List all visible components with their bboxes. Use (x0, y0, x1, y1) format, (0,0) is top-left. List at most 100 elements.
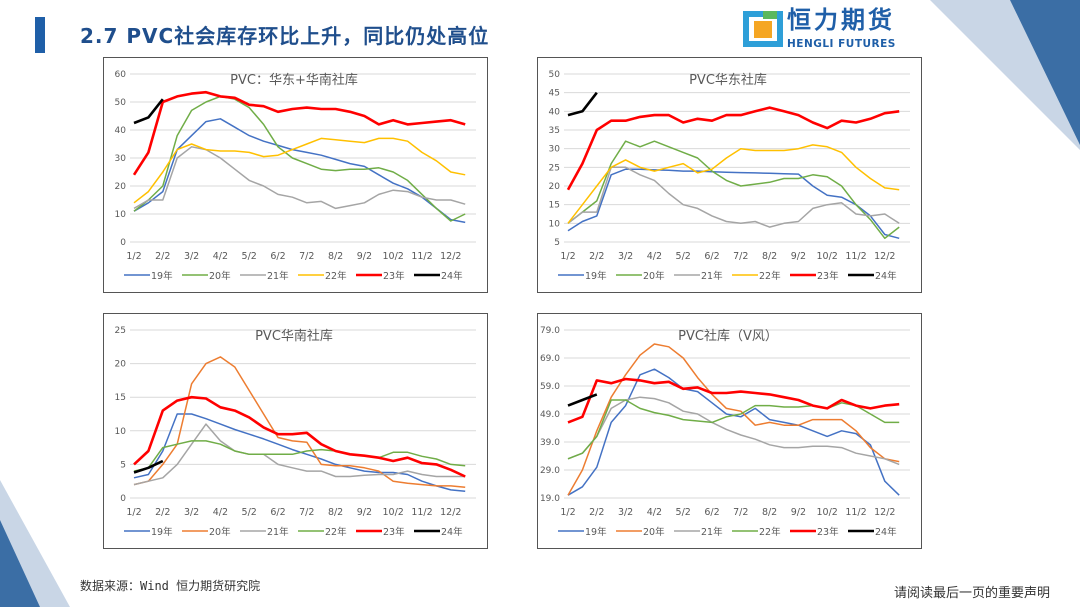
x-tick-label: 6/2 (704, 251, 719, 262)
x-tick-label: 2/2 (589, 251, 604, 262)
legend-label: 20年 (209, 526, 231, 538)
legend-label: 21年 (267, 526, 289, 538)
y-tick-label: 50 (115, 98, 127, 108)
y-tick-label: 30 (549, 145, 561, 155)
x-tick-label: 2/2 (155, 507, 170, 518)
y-tick-label: 59.0 (540, 382, 560, 392)
chart-svg: 19.0 29.0 39.0 49.0 59.0 69.0 79.0 1/2 2/2 3/2 4/2… (540, 326, 910, 538)
x-tick-label: 9/2 (357, 507, 372, 518)
x-tick-label: 5/2 (676, 251, 691, 262)
legend-label: 19年 (151, 270, 173, 282)
logo-text-en: HENGLI FUTURES (787, 38, 896, 50)
x-tick-label: 3/2 (184, 251, 199, 262)
x-tick-label: 12/2 (874, 251, 895, 262)
x-tick-label: 7/2 (733, 507, 748, 518)
y-tick-label: 30 (115, 154, 127, 164)
legend-label: 23年 (817, 526, 839, 538)
series-line-24年 (133, 98, 164, 125)
chart-svg: 0 10 20 30 40 50 60 1/2 2/2 3/2 4/2 5/2 6/2 7/2 8/2 9/2… (115, 70, 476, 282)
y-tick-label: 40 (549, 107, 561, 117)
x-tick-label: 1/2 (560, 507, 575, 518)
x-tick-label: 5/2 (676, 507, 691, 518)
series-line-20年 (567, 343, 900, 496)
series-line-22年 (567, 399, 900, 460)
legend-label: 23年 (383, 526, 405, 538)
series-line-22年 (567, 144, 900, 224)
x-tick-label: 10/2 (817, 507, 838, 518)
x-tick-label: 8/2 (762, 507, 777, 518)
series-line-22年 (133, 137, 466, 204)
x-tick-label: 6/2 (270, 507, 285, 518)
series-line-21年 (133, 423, 466, 486)
x-tick-label: 1/2 (126, 507, 141, 518)
logo-text-cn: 恒力期货 (787, 6, 895, 34)
legend-label: 20年 (209, 270, 231, 282)
x-tick-label: 3/2 (618, 507, 633, 518)
series-line-20年 (567, 140, 900, 240)
y-tick-label: 20 (115, 360, 127, 370)
y-tick-label: 25 (549, 163, 560, 173)
x-tick-label: 4/2 (647, 507, 662, 518)
series-line-24年 (567, 91, 598, 117)
chart-vfeng-inventory: 19.0 29.0 39.0 49.0 59.0 69.0 79.0 1/2 2/2 3/2 4/2… (537, 313, 922, 549)
legend-label: 20年 (643, 526, 665, 538)
x-tick-label: 10/2 (383, 251, 404, 262)
series-line-23年 (566, 106, 900, 191)
y-tick-label: 35 (549, 126, 560, 136)
x-tick-label: 8/2 (328, 251, 343, 262)
x-tick-label: 1/2 (560, 251, 575, 262)
y-tick-label: 15 (115, 393, 126, 403)
legend-label: 19年 (585, 270, 607, 282)
y-tick-label: 40 (115, 126, 127, 136)
page-title: 2.7 PVC社会库存环比上升，同比仍处高位 (80, 24, 490, 48)
x-tick-label: 6/2 (270, 251, 285, 262)
series-line-23年 (132, 90, 466, 176)
x-tick-label: 5/2 (242, 251, 257, 262)
series-line-20年 (133, 356, 466, 488)
y-tick-label: 69.0 (540, 354, 560, 364)
x-tick-label: 9/2 (791, 251, 806, 262)
legend-label: 21年 (267, 270, 289, 282)
series-line-24年 (567, 393, 598, 407)
x-tick-label: 7/2 (733, 251, 748, 262)
y-tick-label: 0 (120, 238, 126, 248)
y-tick-label: 39.0 (540, 438, 560, 448)
series-line-24年 (133, 459, 164, 474)
chart-east-inventory: 5 10 15 20 25 30 35 40 45 50 1/2 2/2 3/2 4/2 5/2 6/2 7/2… (537, 57, 922, 293)
chart-south-inventory: 0 5 10 15 20 25 1/2 2/2 3/2 4/2 5/2 6/2 7/2 8/2 9/2 10/… (103, 313, 488, 549)
chart-svg: 0 5 10 15 20 25 1/2 2/2 3/2 4/2 5/2 6/2 7/2 8/2 9/2 10/… (115, 326, 476, 538)
legend-label: 22年 (759, 270, 781, 282)
x-tick-label: 12/2 (874, 507, 895, 518)
y-tick-label: 5 (120, 460, 126, 470)
x-tick-label: 9/2 (357, 251, 372, 262)
chart-title: PVC华东社库 (689, 72, 767, 88)
x-tick-label: 10/2 (383, 507, 404, 518)
data-source: 数据来源：Wind 恒力期货研究院 (80, 579, 261, 593)
y-tick-label: 15 (549, 201, 560, 211)
y-tick-label: 10 (549, 219, 561, 229)
x-tick-label: 4/2 (213, 251, 228, 262)
series-line-23年 (567, 377, 900, 424)
legend-label: 19年 (585, 526, 607, 538)
y-tick-label: 29.0 (540, 466, 560, 476)
x-tick-label: 12/2 (440, 507, 461, 518)
legend-label: 20年 (643, 270, 665, 282)
y-tick-label: 45 (549, 89, 560, 99)
y-tick-label: 49.0 (540, 410, 560, 420)
y-tick-label: 20 (115, 182, 127, 192)
x-tick-label: 11/2 (845, 507, 866, 518)
x-tick-label: 4/2 (647, 251, 662, 262)
series-line-20年 (133, 95, 466, 222)
x-tick-label: 10/2 (817, 251, 838, 262)
legend-label: 22年 (325, 270, 347, 282)
chart-east-south-inventory: 0 10 20 30 40 50 60 1/2 2/2 3/2 4/2 5/2 6/2 7/2 8/2 9/2… (103, 57, 488, 293)
x-tick-label: 3/2 (618, 251, 633, 262)
x-tick-label: 8/2 (328, 507, 343, 518)
chart-svg: 5 10 15 20 25 30 35 40 45 50 1/2 2/2 3/2 4/2 5/2 6/2 7/2… (549, 70, 910, 282)
series-line-21年 (133, 146, 466, 210)
y-tick-label: 60 (115, 70, 127, 80)
x-tick-label: 7/2 (299, 251, 314, 262)
y-tick-label: 10 (115, 210, 127, 220)
series-line-21年 (567, 396, 900, 466)
disclaimer-note: 请阅读最后一页的重要声明 (893, 586, 1050, 601)
